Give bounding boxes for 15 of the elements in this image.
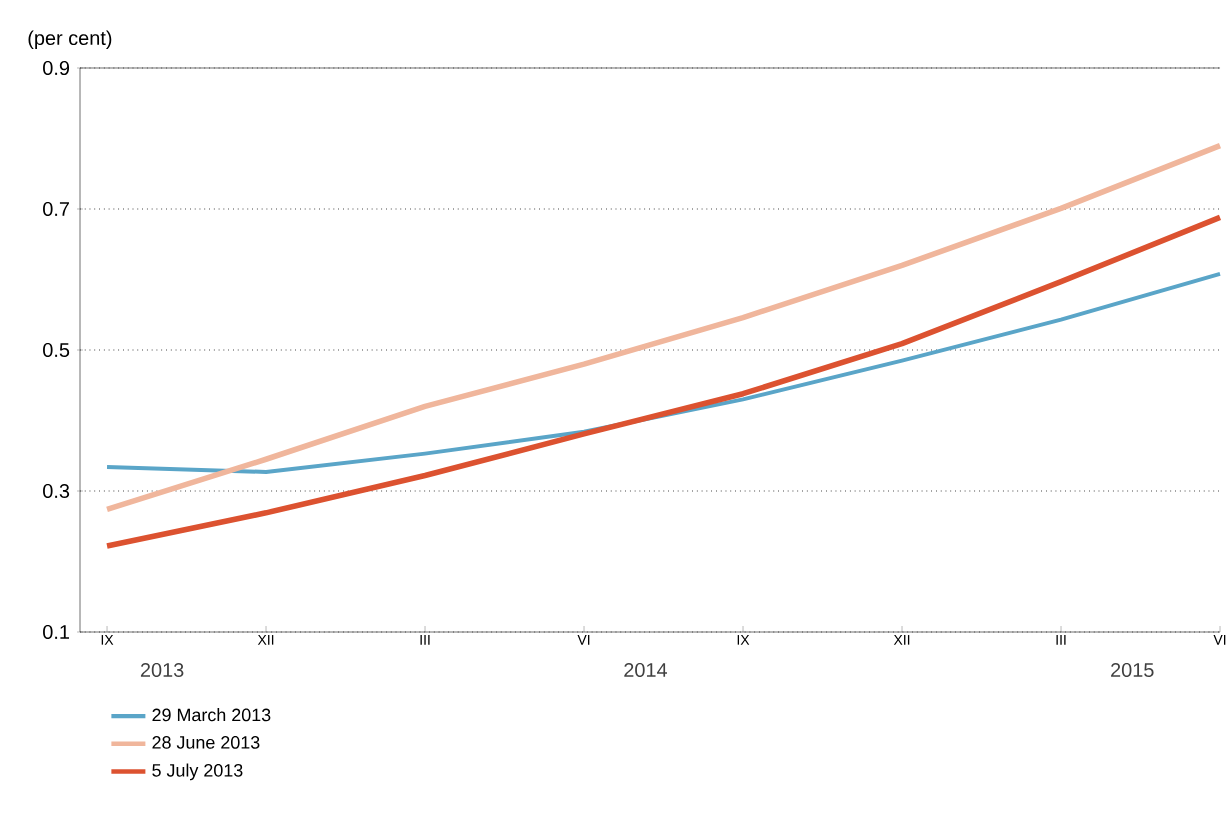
legend-label: 28 June 2013 — [152, 736, 260, 749]
legend-label: 29 March 2013 — [152, 708, 271, 722]
y-tick-label: 0.1 — [43, 624, 70, 640]
line-series — [104, 214, 1223, 549]
line-series — [104, 142, 1223, 513]
text: 2014 — [624, 662, 668, 678]
text: 2013 — [140, 662, 184, 678]
y-tick-label: 0.5 — [43, 342, 70, 358]
y-axis-title: (per cent) — [28, 30, 112, 49]
legend-label: 5 July 2013 — [152, 763, 243, 781]
line-series — [105, 271, 1223, 474]
y-tick-label: 0.9 — [43, 60, 70, 76]
text: 2015 — [1111, 662, 1154, 678]
y-tick-label: 0.3 — [43, 483, 70, 499]
y-tick-label: 0.7 — [43, 201, 69, 217]
